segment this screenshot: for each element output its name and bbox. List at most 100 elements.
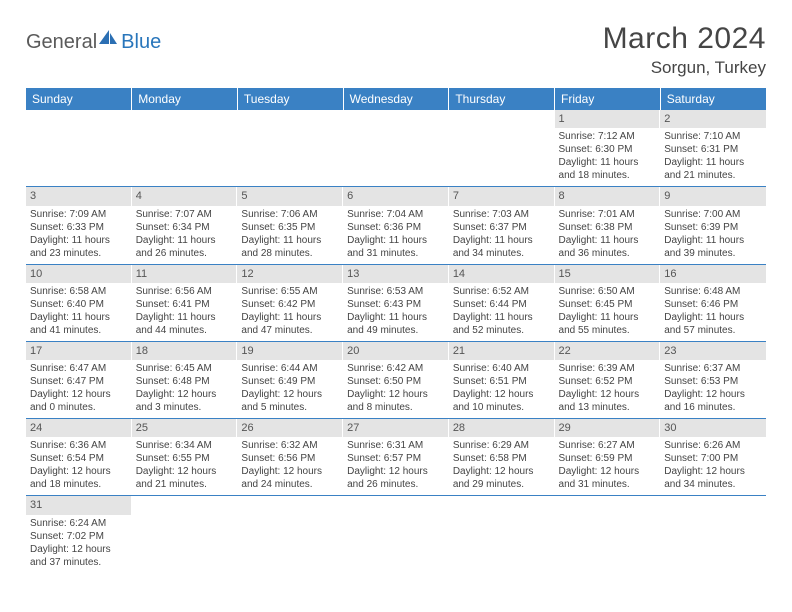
day-number: 22 [555,342,661,360]
sunrise-line: Sunrise: 7:06 AM [241,208,339,221]
daylight-line2: and 5 minutes. [241,401,339,414]
day-cell: 11Sunrise: 6:56 AMSunset: 6:41 PMDayligh… [132,264,238,341]
week-row: 10 Sunrise: 6:58 AMSunset: 6:40 PM Dayligh… [26,264,766,341]
day-cell: 25Sunrise: 6:34 AMSunset: 6:55 PMDayligh… [132,419,238,496]
day-cell: 9Sunrise: 7:00 AMSunset: 6:39 PMDaylight… [660,187,766,264]
day-cell [449,496,555,573]
day-cell: 28Sunrise: 6:29 AMSunset: 6:58 PMDayligh… [449,419,555,496]
sunset-line: Sunset: 6:31 PM [664,143,762,156]
daylight-line1: Daylight: 11 hours [30,234,128,247]
sunset-line: Sunset: 6:53 PM [664,375,762,388]
day-cell: 31Sunrise: 6:24 AMSunset: 7:02 PMDayligh… [26,496,132,573]
sunrise-line: Sunrise: 6:34 AM [136,439,234,452]
day-cell [343,110,449,187]
day-number: 16 [660,265,766,283]
day-number: 5 [237,187,343,205]
sunrise-line: Sunrise: 7:03 AM [453,208,551,221]
day-number: 1 [555,110,661,128]
daylight-line2: and 21 minutes. [664,169,762,182]
sunset-line: Sunset: 6:50 PM [347,375,445,388]
day-body: Sunrise: 7:01 AMSunset: 6:38 PMDaylight:… [555,206,661,264]
sunrise-line: Sunrise: 6:29 AM [453,439,551,452]
sunrise-line: Sunrise: 6:45 AM [136,362,234,375]
sunrise-line: Sunrise: 7:09 AM [30,208,128,221]
day-cell: 15Sunrise: 6:50 AMSunset: 6:45 PMDayligh… [555,264,661,341]
sunrise-line: Sunrise: 6:40 AM [453,362,551,375]
daylight-line1: Daylight: 11 hours [559,234,657,247]
month-title: March 2024 [603,22,766,56]
day-body: Sunrise: 7:03 AMSunset: 6:37 PMDaylight:… [449,206,555,264]
daylight-line2: and 34 minutes. [453,247,551,260]
daylight-line2: and 23 minutes. [30,247,128,260]
title-block: March 2024 Sorgun, Turkey [603,22,766,78]
day-body: Sunrise: 6:40 AMSunset: 6:51 PMDaylight:… [449,360,555,418]
day-number: 20 [343,342,449,360]
daylight-line2: and 21 minutes. [136,478,234,491]
daylight-line2: and 26 minutes. [136,247,234,260]
day-cell: 1Sunrise: 7:12 AMSunset: 6:30 PMDaylight… [555,110,661,187]
sunset-line: Sunset: 6:49 PM [241,375,339,388]
sunset-line: Sunset: 6:51 PM [453,375,551,388]
daylight-line1: Daylight: 12 hours [241,465,339,478]
dow-saturday: Saturday [660,88,766,110]
day-cell: 2Sunrise: 7:10 AMSunset: 6:31 PMDaylight… [660,110,766,187]
sunrise-line: Sunrise: 7:07 AM [136,208,234,221]
daylight-line1: Daylight: 12 hours [30,543,128,556]
daylight-line1: Daylight: 11 hours [241,234,339,247]
day-number: 27 [343,419,449,437]
day-body: Sunrise: 6:52 AMSunset: 6:44 PMDaylight:… [449,283,555,341]
sunrise-line: Sunrise: 6:26 AM [664,439,762,452]
week-row: 31Sunrise: 6:24 AMSunset: 7:02 PMDayligh… [26,496,766,573]
day-cell [449,110,555,187]
day-cell [237,496,343,573]
sunset-line: Sunset: 6:39 PM [664,221,762,234]
sunset-line: Sunset: 6:34 PM [136,221,234,234]
logo: General Blue [26,22,161,57]
dow-thursday: Thursday [449,88,555,110]
sunset-line: Sunset: 6:57 PM [347,452,445,465]
day-body: Sunrise: 6:53 AMSunset: 6:43 PMDaylight:… [343,283,449,341]
sunrise-line: Sunrise: 6:37 AM [664,362,762,375]
sunset-line: Sunset: 6:58 PM [453,452,551,465]
daylight-line1: Daylight: 11 hours [664,234,762,247]
day-cell: 20Sunrise: 6:42 AMSunset: 6:50 PMDayligh… [343,341,449,418]
day-body: Sunrise: 6:37 AMSunset: 6:53 PMDaylight:… [660,360,766,418]
daylight-line1: Daylight: 12 hours [559,465,657,478]
sunset-line: Sunset: 6:40 PM [30,298,128,311]
daylight-line1: Daylight: 11 hours [453,234,551,247]
sunrise-line: Sunrise: 6:56 AM [136,285,234,298]
sunset-line: Sunset: 6:30 PM [559,143,657,156]
day-cell: 29Sunrise: 6:27 AMSunset: 6:59 PMDayligh… [555,419,661,496]
day-body: Sunrise: 6:44 AMSunset: 6:49 PMDaylight:… [237,360,343,418]
sunrise-line: Sunrise: 6:58 AM [30,285,128,298]
day-cell: 8Sunrise: 7:01 AMSunset: 6:38 PMDaylight… [555,187,661,264]
day-number: 26 [237,419,343,437]
day-cell: 16Sunrise: 6:48 AMSunset: 6:46 PMDayligh… [660,264,766,341]
sunset-line: Sunset: 6:52 PM [559,375,657,388]
daylight-line2: and 18 minutes. [559,169,657,182]
day-body: Sunrise: 6:47 AMSunset: 6:47 PMDaylight:… [26,360,132,418]
sunset-line: Sunset: 6:54 PM [30,452,128,465]
day-number: 10 [26,265,132,283]
daylight-line2: and 31 minutes. [559,478,657,491]
daylight-line2: and 10 minutes. [453,401,551,414]
day-number: 19 [237,342,343,360]
daylight-line1: Daylight: 12 hours [664,388,762,401]
daylight-line1: Daylight: 11 hours [347,311,445,324]
day-cell [132,110,238,187]
day-body: Sunrise: 6:36 AMSunset: 6:54 PMDaylight:… [26,437,132,495]
daylight-line1: Daylight: 12 hours [136,388,234,401]
header: General Blue March 2024 Sorgun, Turkey [26,22,766,78]
sunrise-line: Sunrise: 6:47 AM [30,362,128,375]
sunrise-line: Sunrise: 6:24 AM [30,517,128,530]
day-cell [555,496,661,573]
sunrise-line: Sunrise: 6:32 AM [241,439,339,452]
day-number: 25 [132,419,238,437]
sunrise-line: Sunrise: 7:12 AM [559,130,657,143]
daylight-line1: Daylight: 11 hours [136,234,234,247]
calendar-body: 1 Sunrise: 7:12 AMSunset: 6:30 PM Daylight… [26,110,766,573]
day-cell: 12Sunrise: 6:55 AMSunset: 6:42 PMDayligh… [237,264,343,341]
day-number: 2 [660,110,766,128]
day-number: 29 [555,419,661,437]
day-number: 13 [343,265,449,283]
